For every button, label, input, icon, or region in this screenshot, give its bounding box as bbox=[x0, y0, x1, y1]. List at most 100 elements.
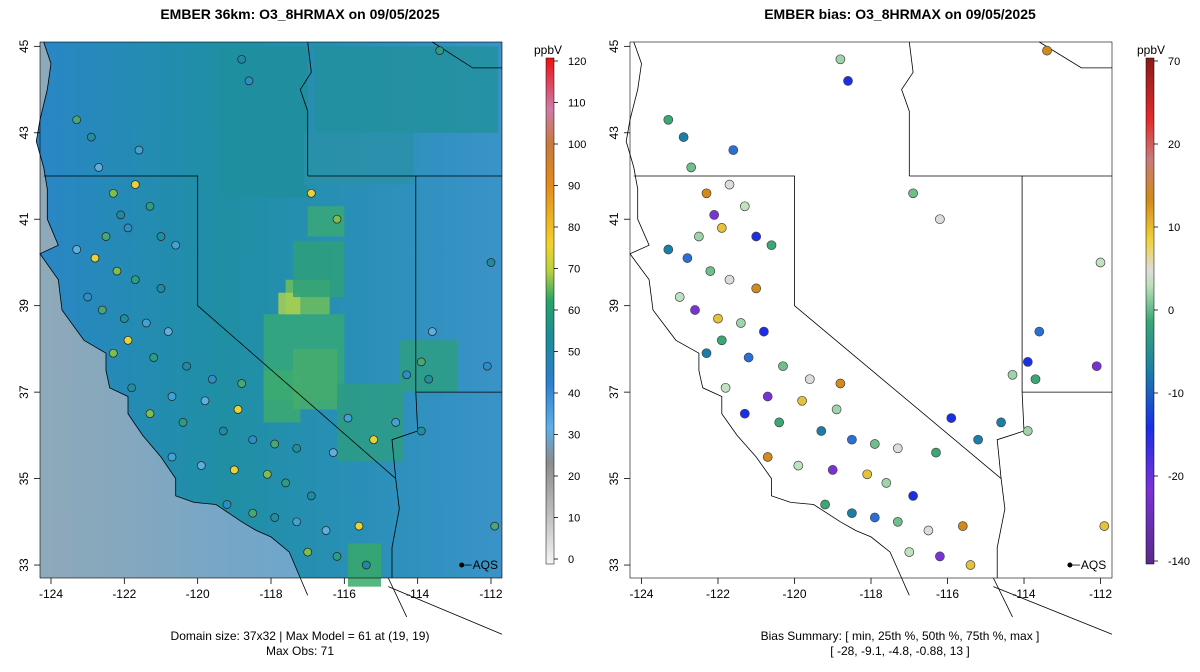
model-obs-site bbox=[270, 439, 280, 449]
bias-obs-site bbox=[739, 201, 750, 212]
bias-obs-site bbox=[820, 499, 830, 510]
model-obs-site bbox=[127, 383, 137, 393]
model-obs-site bbox=[281, 478, 291, 488]
bias-colorbar-bar bbox=[1145, 57, 1155, 565]
state-border-line bbox=[901, 41, 914, 176]
model-obs-site bbox=[248, 508, 258, 518]
model-obs-site bbox=[163, 327, 173, 336]
bias-axes: -124 -122 -120 -118 -116 -114 -112 45 43 41 39 37 35… bbox=[607, 39, 1112, 601]
bias-obs-site bbox=[705, 266, 716, 276]
aqs-legend-label: AQS bbox=[1081, 558, 1106, 572]
x-tick-label: -124 bbox=[629, 587, 653, 601]
colorbar-tick-label: 20 bbox=[1168, 139, 1180, 151]
colorbar-tick-label: 70 bbox=[1168, 56, 1180, 68]
model-obs-site bbox=[207, 374, 217, 384]
state-border-line bbox=[1039, 41, 1112, 69]
model-obs-site bbox=[427, 327, 437, 336]
bias-obs-site bbox=[892, 443, 903, 454]
model-obs-site bbox=[303, 547, 313, 557]
model-obs-site bbox=[130, 275, 140, 285]
model-obs-site bbox=[244, 76, 254, 86]
model-obs-site bbox=[343, 413, 353, 423]
model-obs-site bbox=[108, 348, 118, 358]
model-plot-area bbox=[35, 41, 503, 635]
model-obs-site bbox=[424, 374, 434, 384]
x-tick-label: -120 bbox=[186, 587, 210, 601]
bias-obs-site bbox=[724, 179, 735, 190]
model-colorbar-bar bbox=[545, 57, 555, 565]
model-obs-site bbox=[171, 240, 181, 250]
bias-caption-line2: [ -28, -9.1, -4.8, -0.88, 13 ] bbox=[830, 644, 970, 658]
bias-map-panel: EMBER bias: O3_8HRMAX on 09/05/2025 bbox=[600, 0, 1200, 672]
model-obs-site bbox=[237, 379, 247, 388]
bias-obs-site bbox=[1030, 374, 1041, 385]
x-tick-label: -112 bbox=[479, 587, 502, 601]
colorbar-tick-label: 90 bbox=[568, 181, 580, 193]
bias-obs-site bbox=[663, 114, 674, 125]
x-tick-label: -116 bbox=[333, 587, 356, 601]
state-border-line bbox=[993, 586, 1113, 635]
bias-obs-site bbox=[831, 404, 842, 415]
model-hotspot-block bbox=[304, 132, 414, 185]
bias-plot-background bbox=[630, 42, 1112, 578]
model-obs-site bbox=[141, 318, 151, 328]
model-obs-site bbox=[306, 188, 316, 198]
model-obs-site bbox=[490, 521, 500, 531]
model-obs-site bbox=[101, 232, 111, 241]
bias-obs-site bbox=[762, 391, 773, 402]
bias-obs-site bbox=[965, 560, 976, 570]
model-obs-site bbox=[369, 435, 379, 445]
y-tick-label: 45 bbox=[607, 39, 621, 53]
model-hotspot-block bbox=[399, 340, 458, 393]
model-obs-site bbox=[361, 560, 371, 570]
aqs-legend-dot bbox=[459, 562, 465, 568]
model-obs-site bbox=[123, 335, 133, 345]
model-obs-site bbox=[321, 526, 331, 535]
model-obs-site bbox=[262, 469, 272, 479]
state-border-line bbox=[299, 41, 312, 176]
model-obs-site bbox=[116, 210, 126, 220]
y-tick-label: 41 bbox=[607, 212, 621, 226]
model-obs-site bbox=[200, 396, 210, 406]
model-obs-site bbox=[145, 201, 155, 211]
colorbar-tick-label: 110 bbox=[568, 98, 586, 110]
bias-obs-site bbox=[716, 223, 727, 233]
bias-obs-site bbox=[759, 326, 769, 337]
bias-obs-site bbox=[816, 426, 827, 436]
model-obs-site bbox=[112, 266, 122, 276]
bias-obs-site bbox=[713, 313, 723, 324]
colorbar-tick-label: -10 bbox=[1168, 388, 1184, 400]
bias-obs-site bbox=[1007, 369, 1018, 380]
model-obs-site bbox=[292, 443, 302, 453]
model-obs-site bbox=[178, 418, 188, 427]
model-obs-site bbox=[222, 500, 232, 509]
bias-obs-site bbox=[690, 305, 700, 315]
bias-obs-site bbox=[847, 434, 857, 445]
bias-obs-site bbox=[751, 283, 762, 294]
colorbar-tick-label: 30 bbox=[568, 430, 580, 442]
bias-obs-site bbox=[1042, 45, 1052, 56]
bias-obs-site bbox=[797, 395, 807, 406]
bias-obs-site bbox=[674, 292, 685, 302]
state-border-line bbox=[432, 41, 502, 69]
bias-colorbar: ppbV 70 20 10 0 -10 -20 -140 bbox=[1137, 43, 1190, 568]
bias-obs-site bbox=[946, 413, 957, 423]
bias-obs-site bbox=[686, 162, 697, 173]
bias-obs-site bbox=[709, 210, 720, 220]
x-tick-label: -122 bbox=[706, 587, 730, 601]
bias-obs-site bbox=[762, 452, 773, 462]
bias-obs-site bbox=[736, 318, 746, 328]
colorbar-tick-label: 40 bbox=[568, 388, 580, 400]
y-tick-label: 39 bbox=[607, 299, 621, 313]
bias-obs-site bbox=[881, 478, 892, 488]
model-obs-site bbox=[94, 163, 104, 172]
state-border-line bbox=[35, 41, 301, 579]
bias-obs-site bbox=[724, 274, 735, 285]
bias-obs-site bbox=[996, 417, 1006, 428]
bias-obs-site bbox=[694, 231, 704, 242]
y-tick-label: 39 bbox=[17, 299, 31, 313]
model-axes: -124 -122 -120 -118 -116 -114 -112 45 43 41 39 37 35… bbox=[17, 39, 503, 601]
model-map-title: EMBER 36km: O3_8HRMAX on 09/05/2025 bbox=[160, 6, 440, 22]
